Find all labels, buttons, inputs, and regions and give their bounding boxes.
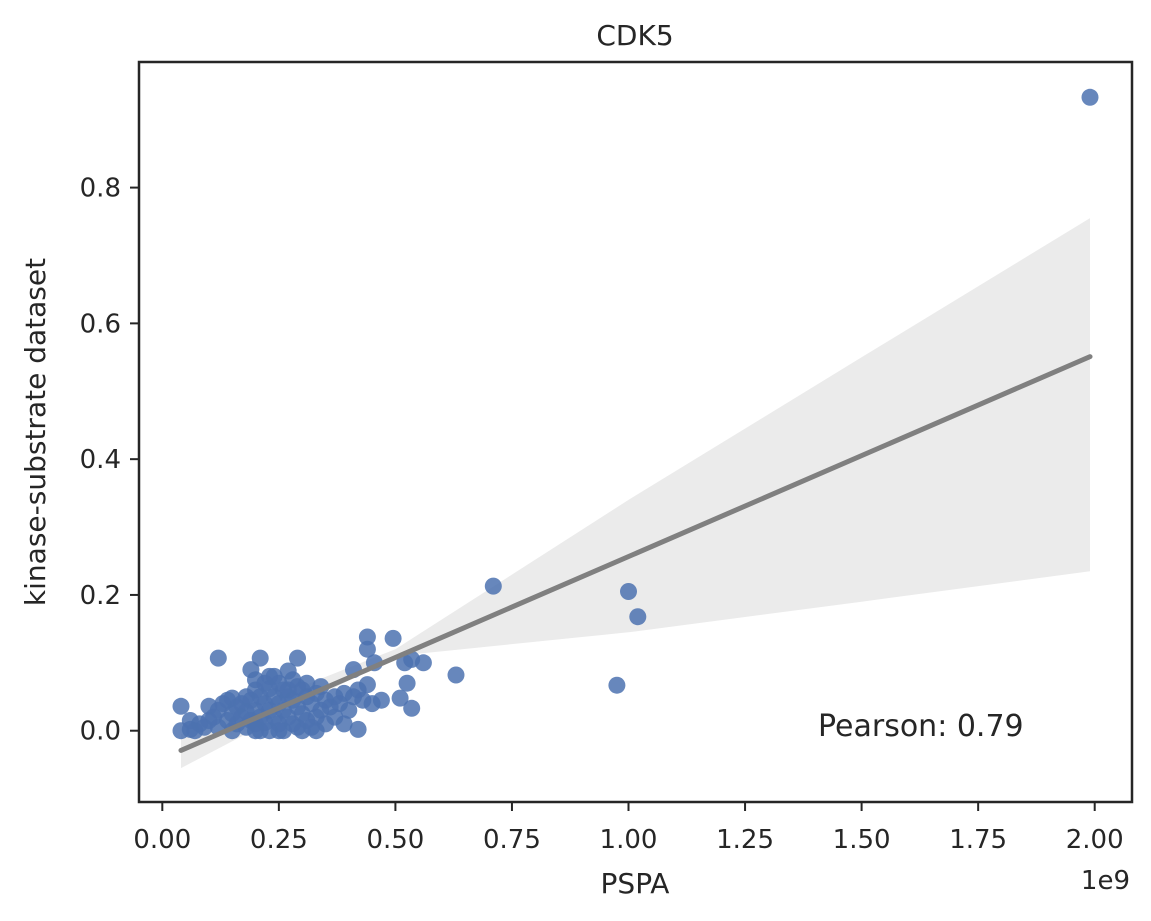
- data-point: [298, 674, 316, 692]
- data-point: [629, 608, 647, 626]
- x-axis: 0.00 0.25 0.50 0.75 1.00 1.25 1.50 1.75 2.00: [133, 802, 1124, 855]
- data-point: [247, 722, 264, 740]
- data-point: [358, 628, 376, 646]
- data-point: [209, 649, 227, 667]
- pearson-annotation: Pearson: 0.79: [818, 709, 1024, 744]
- y-tick-label: 0.0: [80, 717, 121, 747]
- data-point: [403, 699, 421, 717]
- x-tick-label: 1.00: [600, 825, 658, 855]
- data-point: [261, 667, 278, 685]
- y-axis: 0.0 0.2 0.4 0.6 0.8: [80, 174, 139, 747]
- data-point: [289, 649, 306, 667]
- data-point: [270, 722, 288, 740]
- x-tick-label: 2.00: [1066, 825, 1124, 855]
- data-point: [237, 688, 255, 706]
- data-point: [1081, 88, 1099, 106]
- data-point: [358, 640, 376, 658]
- x-tick-label: 0.00: [133, 825, 191, 855]
- x-axis-offset-label: 1e9: [1081, 866, 1130, 896]
- x-tick-label: 0.25: [250, 825, 308, 855]
- data-point: [349, 720, 367, 738]
- data-point: [447, 666, 465, 684]
- x-axis-label: PSPA: [601, 867, 670, 900]
- data-point: [307, 722, 325, 740]
- x-tick-label: 1.25: [716, 825, 774, 855]
- x-tick-label: 0.75: [483, 825, 541, 855]
- y-tick-label: 0.6: [80, 309, 121, 339]
- data-point: [172, 697, 190, 715]
- y-tick-label: 0.8: [80, 174, 121, 204]
- data-point: [326, 708, 344, 726]
- data-point: [279, 681, 297, 699]
- data-point: [484, 577, 502, 595]
- data-point: [354, 691, 372, 709]
- data-point: [251, 649, 269, 667]
- data-point: [398, 674, 416, 692]
- plot-area: [172, 88, 1099, 769]
- x-tick-label: 1.50: [833, 825, 891, 855]
- x-tick-label: 1.75: [949, 825, 1007, 855]
- regression-line: [178, 354, 1093, 753]
- y-axis-label: kinase-substrate dataset: [19, 258, 52, 606]
- data-point: [414, 654, 432, 672]
- x-tick-label: 0.50: [366, 825, 424, 855]
- data-point: [340, 701, 358, 719]
- data-point: [391, 689, 409, 707]
- chart-title: CDK5: [596, 19, 673, 52]
- data-point: [293, 722, 311, 740]
- data-point: [384, 629, 402, 647]
- data-point: [620, 583, 637, 600]
- y-tick-label: 0.4: [80, 445, 121, 475]
- axes-frame: [137, 60, 1134, 804]
- data-point: [608, 676, 626, 694]
- y-tick-label: 0.2: [80, 581, 121, 611]
